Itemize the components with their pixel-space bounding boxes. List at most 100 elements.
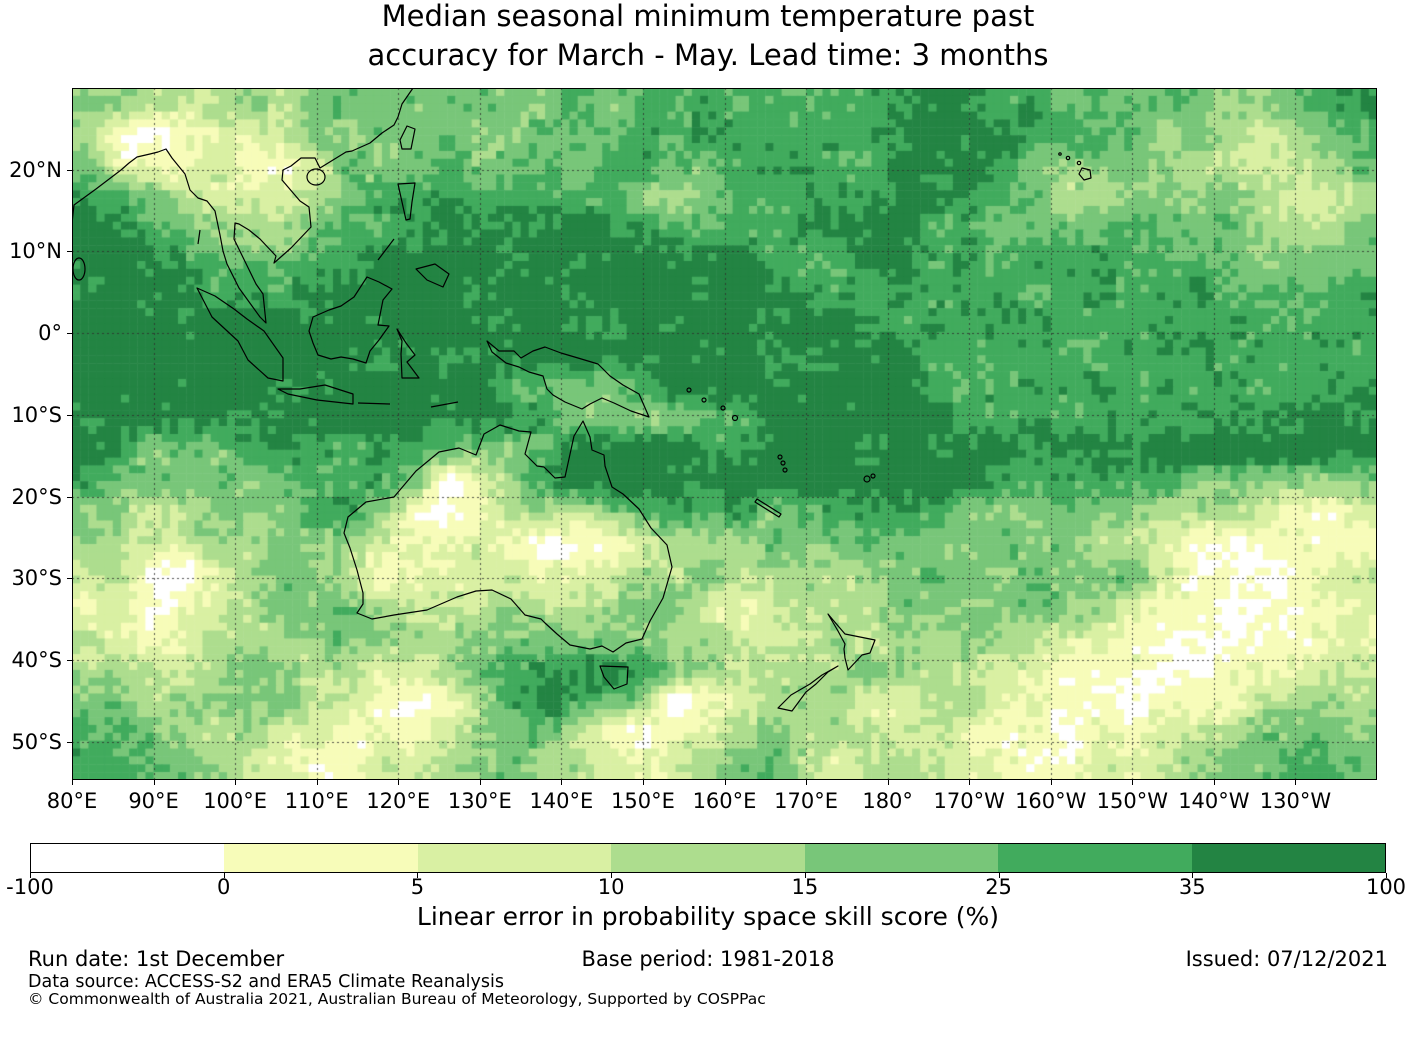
x-tick-mark (806, 780, 808, 785)
coastline-tasmania (599, 665, 629, 690)
y-tick-mark (67, 659, 72, 661)
coastline-sulawesi (396, 328, 420, 379)
figure-title-line2: accuracy for March - May. Lead time: 3 m… (367, 38, 1049, 72)
map-plot-area (72, 88, 1377, 780)
x-tick-mark (642, 780, 644, 785)
base-period-text: Base period: 1981-2018 (581, 947, 835, 971)
x-tick-label-110°E: 110°E (284, 789, 349, 813)
coastline-vanuatu (780, 460, 786, 466)
colorbar-tick-label-25: 25 (985, 875, 1012, 899)
x-tick-mark (1213, 780, 1215, 785)
y-tick-label-10°N: 10°N (9, 239, 62, 264)
colorbar-segment-5 (998, 844, 1192, 872)
coastline-lesser-sunda (357, 401, 459, 408)
y-tick-mark (67, 414, 72, 416)
x-tick-label-160°W: 160°W (1015, 789, 1087, 813)
colorbar-tick-label--100: -100 (6, 875, 54, 899)
x-tick-label-170°E: 170°E (774, 789, 838, 813)
colorbar-tick-mark (1386, 873, 1387, 878)
colorbar-segment-4 (804, 844, 999, 872)
issued-date-text: Issued: 07/12/2021 (1185, 947, 1388, 971)
coastline-andaman (197, 229, 201, 245)
colorbar-tick-mark (804, 873, 806, 878)
coastline-solomons (720, 405, 726, 411)
x-tick-label-130°E: 130°E (447, 789, 512, 813)
colorbar-segment-2 (417, 844, 612, 872)
figure-title: Median seasonal minimum temperature past… (0, 0, 1416, 75)
x-tick-mark (398, 780, 400, 785)
x-tick-label-140°W: 140°W (1178, 789, 1250, 813)
coastline-hawaii (1076, 160, 1082, 166)
y-tick-mark (67, 333, 72, 335)
colorbar (30, 843, 1386, 873)
coastline-palawan (377, 238, 395, 261)
y-tick-label-50°S: 50°S (11, 729, 62, 754)
coastline-hawaii (1065, 155, 1071, 161)
x-tick-mark (887, 780, 889, 785)
colorbar-tick-label-15: 15 (791, 875, 819, 899)
y-tick-label-20°N: 20°N (9, 157, 62, 182)
colorbar-tick-label-10: 10 (597, 875, 625, 899)
colorbar-segment-0 (31, 844, 225, 872)
coastline-hawaii-big-island (1078, 167, 1092, 181)
coastline-java (277, 384, 354, 405)
y-tick-mark (67, 169, 72, 171)
colorbar-tick-label-100: 100 (1365, 875, 1407, 899)
coastline-layer (72, 88, 1092, 712)
x-tick-mark (724, 780, 726, 785)
colorbar-tick-mark (30, 873, 31, 878)
y-tick-mark (67, 251, 72, 253)
coastline-taiwan (399, 125, 416, 150)
coastline-vanuatu (777, 454, 783, 460)
x-tick-mark (316, 780, 318, 785)
coastline-australia (343, 420, 673, 653)
x-tick-label-180°: 180° (862, 789, 913, 813)
colorbar-tick-mark (223, 873, 225, 878)
coastline-solomons (686, 387, 692, 393)
coastline-mindanao (415, 263, 450, 288)
coastline-sumatra (196, 287, 284, 382)
colorbar-tick-mark (417, 873, 419, 878)
coastline-sri-lanka (72, 257, 86, 281)
skill-raster-canvas (72, 88, 1377, 780)
x-tick-label-170°W: 170°W (933, 789, 1005, 813)
x-tick-mark (969, 780, 971, 785)
y-tick-mark (67, 496, 72, 498)
x-tick-label-130°W: 130°W (1259, 789, 1332, 813)
coastline-luzon (397, 182, 416, 221)
x-tick-label-150°E: 150°E (611, 789, 675, 813)
coastline-borneo (308, 276, 393, 364)
coastline-nz-north-island (827, 613, 876, 671)
coastline-new-caledonia (754, 498, 782, 518)
colorbar-tick-label-5: 5 (410, 875, 425, 899)
y-tick-label-10°S: 10°S (11, 402, 62, 427)
copyright-text: © Commonwealth of Australia 2021, Austra… (28, 990, 766, 1008)
coastline-hawaii (1058, 152, 1062, 156)
y-tick-mark (67, 741, 72, 743)
map-frame (72, 88, 1377, 780)
x-tick-label-140°E: 140°E (529, 789, 594, 813)
x-tick-mark (72, 780, 73, 785)
x-tick-mark (561, 780, 563, 785)
colorbar-segment-6 (1191, 844, 1385, 872)
x-tick-mark (1050, 780, 1052, 785)
colorbar-tick-mark (1192, 873, 1194, 878)
x-tick-mark (1295, 780, 1297, 785)
figure-title-line1: Median seasonal minimum temperature past (381, 0, 1035, 33)
y-tick-label-0°: 0° (38, 321, 62, 346)
data-source-text: Data source: ACCESS-S2 and ERA5 Climate … (28, 972, 504, 992)
coastline-hainan (306, 168, 326, 186)
x-tick-label-80°E: 80°E (46, 789, 98, 813)
coastline-nz-south-island (777, 665, 839, 712)
x-tick-label-150°W: 150°W (1096, 789, 1168, 813)
x-tick-mark (1132, 780, 1134, 785)
coastline-asia-mainland (72, 88, 414, 324)
coastline-new-guinea (486, 340, 650, 418)
x-tick-label-120°E: 120°E (366, 789, 431, 813)
x-tick-mark (153, 780, 155, 785)
x-tick-label-160°E: 160°E (692, 789, 757, 813)
y-tick-mark (67, 578, 72, 580)
colorbar-tick-mark (611, 873, 613, 878)
x-tick-mark (235, 780, 237, 785)
